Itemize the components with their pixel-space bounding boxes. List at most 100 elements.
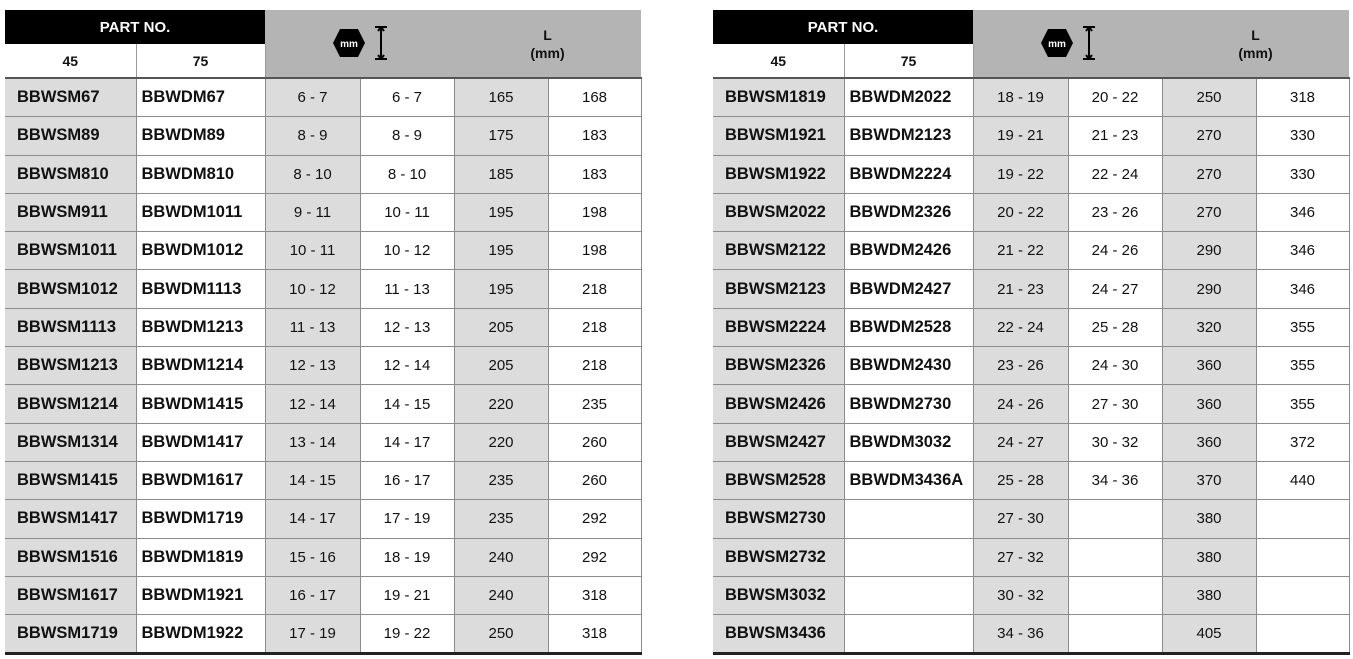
part-no-75-cell: BBWDM2430: [843, 346, 974, 386]
hex-nut-icon: mm: [1040, 29, 1073, 57]
part-no-75-cell: BBWDM2426: [843, 231, 974, 271]
hex-size-45-cell: 24 - 26: [973, 384, 1069, 424]
length-75-cell: 318: [548, 576, 642, 616]
hex-size-75-cell: 21 - 23: [1068, 116, 1163, 156]
part-no-45-cell: BBWSM2732: [713, 538, 845, 577]
part-no-75-cell: BBWDM2528: [843, 308, 974, 348]
length-75-cell: 346: [1256, 231, 1350, 271]
length-45-cell: 270: [1162, 116, 1257, 156]
hex-size-45-cell: 11 - 13: [265, 308, 361, 348]
table-row: BBWSM1011 BBWDM1012 10 - 11 10 - 12 195 198: [5, 231, 642, 271]
length-45-cell: 220: [454, 384, 549, 424]
table-row: BBWSM810 BBWDM810 8 - 10 8 - 10 185 183: [5, 155, 642, 194]
length-75-cell: 318: [548, 614, 642, 656]
hex-size-45-cell: 10 - 12: [265, 269, 361, 309]
length-45-cell: 360: [1162, 384, 1257, 424]
part-no-75-cell: BBWDM1921: [135, 576, 266, 616]
part-no-45-cell: BBWSM3032: [713, 576, 845, 616]
part-no-45-cell: BBWSM1314: [5, 423, 137, 462]
table-row: BBWSM2224 BBWDM2528 22 - 24 25 - 28 320 355: [713, 308, 1350, 348]
length-45-cell: 250: [454, 614, 549, 656]
length-75-cell: 198: [548, 231, 642, 271]
part-no-75-cell: BBWDM1922: [135, 614, 266, 656]
table-row: BBWSM1617 BBWDM1921 16 - 17 19 - 21 240 318: [5, 576, 642, 616]
length-45-cell: 360: [1162, 346, 1257, 386]
part-no-45-cell: BBWSM1415: [5, 461, 137, 501]
part-no-45-cell: BBWSM2122: [713, 231, 845, 271]
length-75-cell: 355: [1256, 384, 1350, 424]
table-row: BBWSM1213 BBWDM1214 12 - 13 12 - 14 205 218: [5, 346, 642, 386]
hex-size-45-cell: 14 - 15: [265, 461, 361, 501]
length-header: L (mm): [1162, 10, 1350, 78]
hex-size-75-cell: 20 - 22: [1068, 77, 1163, 118]
part-no-45-cell: BBWSM1719: [5, 614, 137, 656]
part-no-45-cell: BBWSM911: [5, 193, 137, 233]
part-no-45-cell: BBWSM2426: [713, 384, 845, 424]
hex-size-75-cell: 16 - 17: [360, 461, 455, 501]
part-no-75-cell: BBWDM2326: [843, 193, 974, 233]
length-75-cell: 346: [1256, 269, 1350, 309]
hex-size-75-cell: 12 - 14: [360, 346, 455, 386]
length-45-cell: 240: [454, 538, 549, 577]
table-row: BBWSM3032 30 - 32 380: [713, 576, 1350, 616]
hex-size-75-cell: 24 - 30: [1068, 346, 1163, 386]
length-45-cell: 185: [454, 155, 549, 194]
part-no-45-cell: BBWSM2730: [713, 499, 845, 539]
length-45-cell: 405: [1162, 614, 1257, 656]
part-no-75-cell: BBWDM2224: [843, 155, 974, 194]
table-row: BBWSM2123 BBWDM2427 21 - 23 24 - 27 290 346: [713, 269, 1350, 309]
hex-size-45-cell: 6 - 7: [265, 77, 361, 118]
part-no-75-cell: BBWDM1011: [135, 193, 266, 233]
hex-size-75-cell: [1068, 538, 1163, 577]
hex-size-45-cell: 20 - 22: [973, 193, 1069, 233]
length-75-cell: 318: [1256, 77, 1350, 118]
hex-size-75-cell: 14 - 15: [360, 384, 455, 424]
hex-size-45-cell: 27 - 30: [973, 499, 1069, 539]
length-75-cell: 346: [1256, 193, 1350, 233]
length-75-cell: [1256, 538, 1350, 577]
hex-size-45-cell: 16 - 17: [265, 576, 361, 616]
part-no-45-cell: BBWSM67: [5, 77, 137, 118]
length-75-cell: 355: [1256, 308, 1350, 348]
length-45-cell: 270: [1162, 155, 1257, 194]
length-75-cell: 292: [548, 499, 642, 539]
length-45-cell: 250: [1162, 77, 1257, 118]
table-row: BBWSM1922 BBWDM2224 19 - 22 22 - 24 270 330: [713, 155, 1350, 194]
part-no-75-cell: [843, 576, 974, 616]
part-no-75-cell: [843, 538, 974, 577]
part-no-75-cell: BBWDM2427: [843, 269, 974, 309]
length-45-cell: 270: [1162, 193, 1257, 233]
table-row: BBWSM1719 BBWDM1922 17 - 19 19 - 22 250 318: [5, 614, 642, 656]
hex-size-75-cell: 24 - 27: [1068, 269, 1163, 309]
hex-size-45-cell: 8 - 10: [265, 155, 361, 194]
hex-size-45-cell: 24 - 27: [973, 423, 1069, 462]
part-no-header: PART NO.: [713, 10, 973, 44]
hex-size-header: mm: [973, 10, 1162, 78]
part-no-75-cell: BBWDM2123: [843, 116, 974, 156]
part-no-75-cell: BBWDM2730: [843, 384, 974, 424]
length-45-cell: 380: [1162, 538, 1257, 577]
length-label: L: [1251, 26, 1260, 43]
table-row: BBWSM1415 BBWDM1617 14 - 15 16 - 17 235 260: [5, 461, 642, 501]
part-no-75-cell: [843, 499, 974, 539]
table-row: BBWSM3436 34 - 36 405: [713, 614, 1350, 656]
table-row: BBWSM1417 BBWDM1719 14 - 17 17 - 19 235 292: [5, 499, 642, 539]
table-row: BBWSM2122 BBWDM2426 21 - 22 24 - 26 290 346: [713, 231, 1350, 271]
part-no-45-cell: BBWSM810: [5, 155, 137, 194]
part-no-75-cell: BBWDM67: [135, 77, 266, 118]
length-45-cell: 380: [1162, 499, 1257, 539]
part-no-header: PART NO.: [5, 10, 265, 44]
table-row: BBWSM1012 BBWDM1113 10 - 12 11 - 13 195 218: [5, 269, 642, 309]
hex-size-75-cell: 17 - 19: [360, 499, 455, 539]
length-75-cell: [1256, 499, 1350, 539]
part-no-75-cell: BBWDM3032: [843, 423, 974, 462]
hex-size-75-cell: 10 - 11: [360, 193, 455, 233]
col-45-header: 45: [5, 44, 137, 78]
length-75-cell: 440: [1256, 461, 1350, 501]
hex-size-45-cell: 30 - 32: [973, 576, 1069, 616]
length-75-cell: 198: [548, 193, 642, 233]
hex-size-75-cell: 8 - 10: [360, 155, 455, 194]
table-row: BBWSM2022 BBWDM2326 20 - 22 23 - 26 270 346: [713, 193, 1350, 233]
length-75-cell: 235: [548, 384, 642, 424]
